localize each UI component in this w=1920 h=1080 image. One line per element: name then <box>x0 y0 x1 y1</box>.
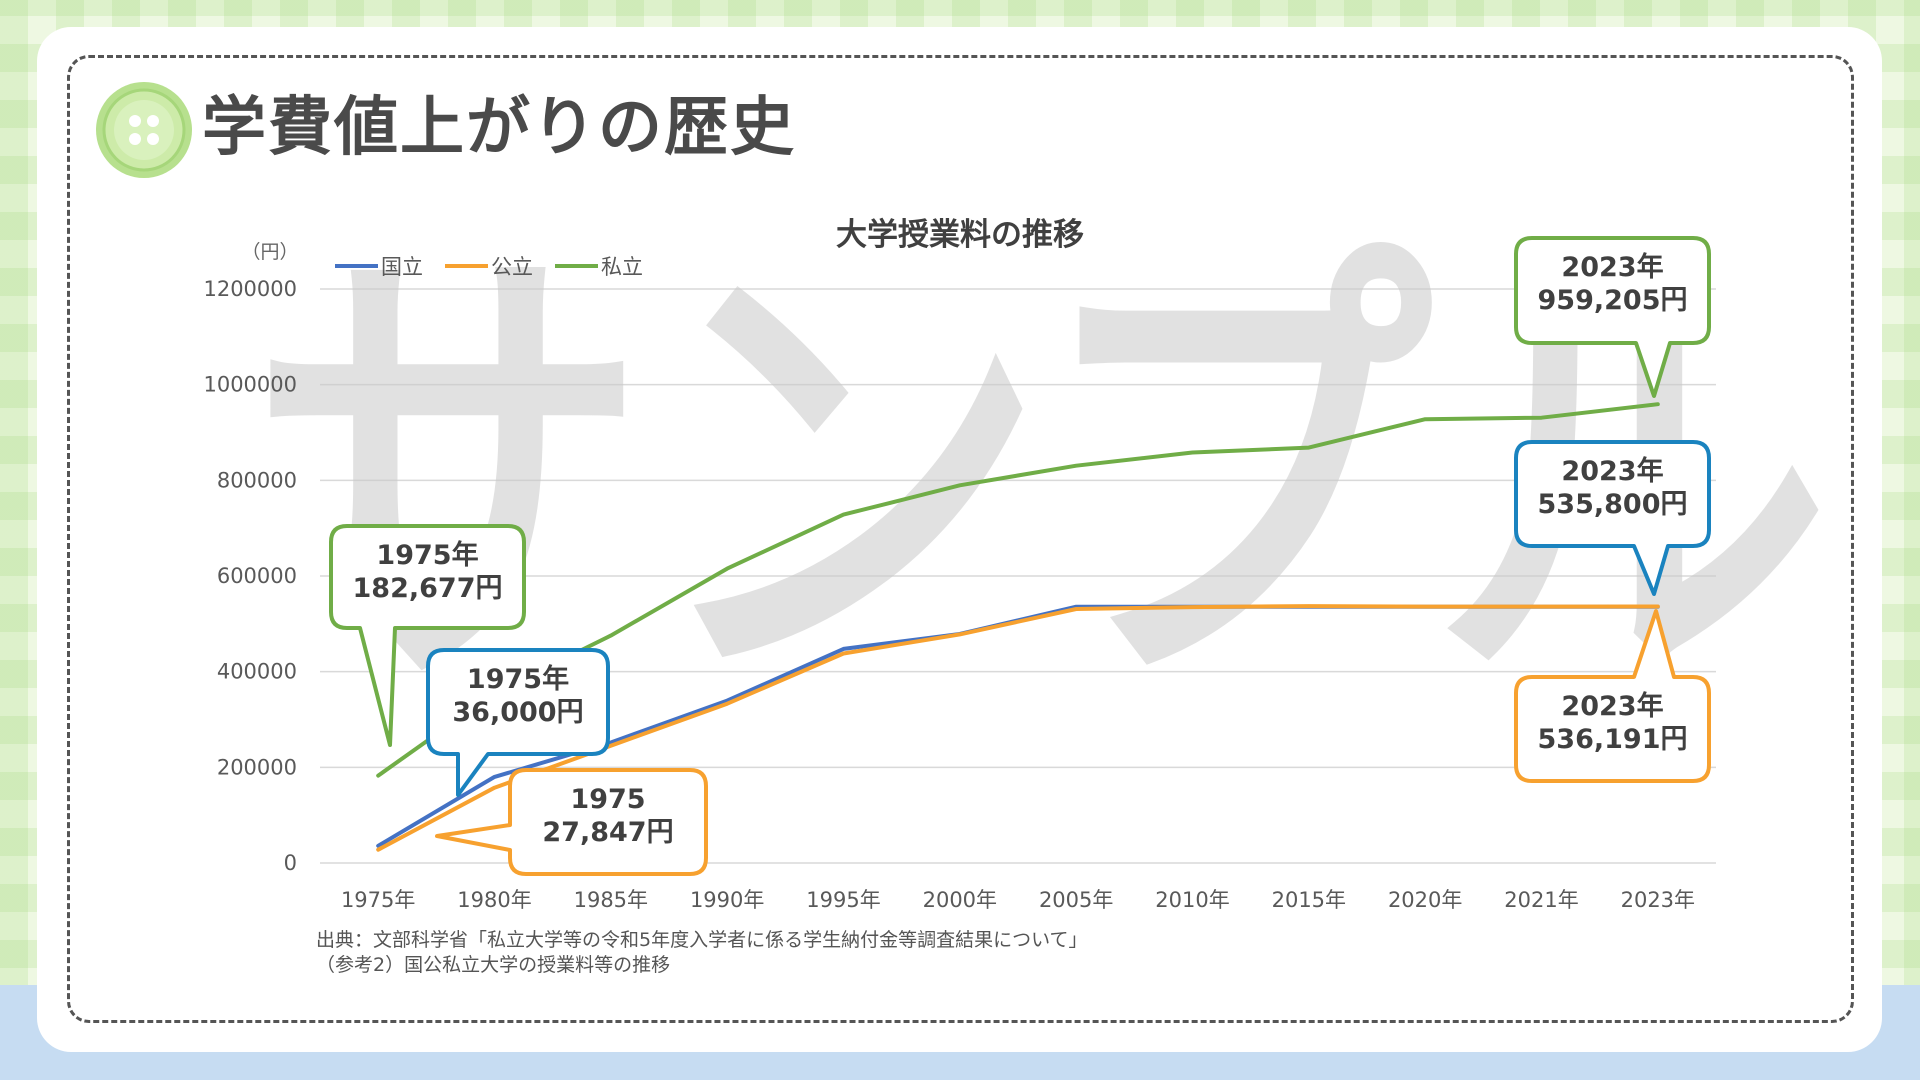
page-title: 学費値上がりの歴史 <box>202 91 796 165</box>
y-tick-label: 1200000 <box>203 277 297 301</box>
legend-label: 国立 <box>381 255 423 279</box>
y-tick-label: 600000 <box>217 564 297 588</box>
callout-bubble <box>329 524 526 747</box>
callout-text: 959,205円 <box>1538 285 1688 316</box>
x-tick-label: 2000年 <box>923 888 997 912</box>
callout-text: 536,191円 <box>1538 724 1688 755</box>
x-tick-label: 1980年 <box>457 888 531 912</box>
x-tick-label: 2021年 <box>1504 888 1578 912</box>
legend-item: 公立 <box>445 255 533 279</box>
legend-label: 私立 <box>601 255 643 279</box>
callout-bubble <box>1514 609 1711 783</box>
y-unit-label: （円） <box>241 241 298 263</box>
callout-text: 1975年 <box>467 663 569 695</box>
x-tick-label: 2010年 <box>1155 888 1229 912</box>
legend-item: 国立 <box>335 255 423 279</box>
x-tick-label: 2015年 <box>1272 888 1346 912</box>
callout-bubble <box>426 648 610 797</box>
chart-title: 大学授業料の推移 <box>836 217 1084 253</box>
chart-legend: 国立 公立 私立 <box>335 255 643 279</box>
x-tick-label: 2023年 <box>1621 888 1695 912</box>
chart-callouts: 1975年182,677円1975年36,000円197527,847円2023… <box>329 236 1711 876</box>
source-line-1: 出典：文部科学省「私立大学等の令和5年度入学者に係る学生納付金等調査結果について… <box>316 929 1088 951</box>
legend-label: 公立 <box>491 255 533 279</box>
callout-text: 182,677円 <box>353 573 503 604</box>
x-tick-label: 1975年 <box>341 888 415 912</box>
y-tick-label: 200000 <box>217 755 297 779</box>
source-line-2: （参考2）国公私立大学の授業料等の推移 <box>316 954 671 976</box>
y-tick-label: 0 <box>284 851 297 875</box>
source-note: 出典：文部科学省「私立大学等の令和5年度入学者に係る学生納付金等調査結果について… <box>316 928 1088 978</box>
callout-text: 1975 <box>570 784 645 815</box>
button-icon <box>96 82 192 178</box>
legend-item: 私立 <box>555 255 643 279</box>
y-tick-label: 400000 <box>217 660 297 684</box>
series-line-2 <box>376 402 1660 778</box>
callout-text: 27,847円 <box>542 817 673 848</box>
callout-text: 36,000円 <box>452 697 583 728</box>
callout-bubble <box>435 768 708 876</box>
x-tick-label: 2020年 <box>1388 888 1462 912</box>
callout-text: 1975年 <box>376 539 478 571</box>
callout-bubble <box>1514 440 1711 596</box>
callout-text: 2023年 <box>1561 455 1663 487</box>
x-tick-label: 1995年 <box>806 888 880 912</box>
callout-text: 2023年 <box>1561 690 1663 722</box>
callout-text: 535,800円 <box>1538 489 1688 520</box>
chart-axes: 0 200000 400000 600000 800000 1000000 1200000 1… <box>203 277 1716 912</box>
x-tick-label: 1985年 <box>574 888 648 912</box>
y-tick-label: 800000 <box>217 468 297 492</box>
dashed-frame <box>67 55 1854 1023</box>
y-tick-label: 1000000 <box>203 373 297 397</box>
callout-bubble <box>1514 236 1711 398</box>
x-tick-label: 1990年 <box>690 888 764 912</box>
x-tick-label: 2005年 <box>1039 888 1113 912</box>
callout-text: 2023年 <box>1561 251 1663 283</box>
